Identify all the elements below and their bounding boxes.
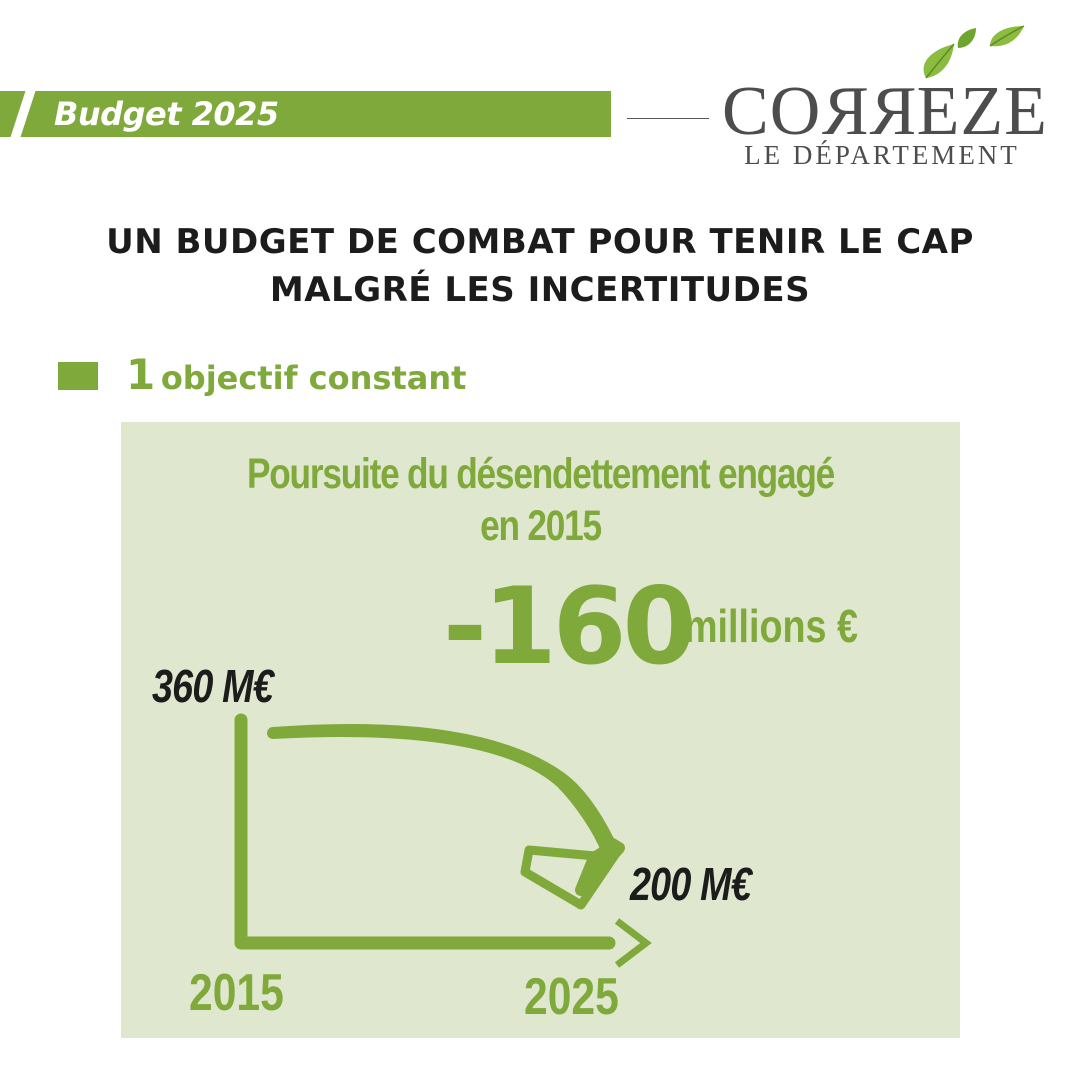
bullet-square <box>58 362 98 390</box>
reduction-unit: millions € <box>684 600 858 652</box>
end-year-label: 2025 <box>524 968 619 1026</box>
objective-heading: 1 objectif constant <box>126 350 466 399</box>
reduction-value: -160 <box>443 565 696 688</box>
debt-graph <box>234 713 652 968</box>
decline-arrow-head <box>520 845 622 910</box>
panel-title-line-1: Poursuite du désendettement engagé <box>246 450 835 498</box>
title-line-1: UN BUDGET DE COMBAT POUR TENIR LE CAP <box>106 222 974 262</box>
debt-panel: Poursuite du désendettement engagé en 20… <box>121 422 960 1038</box>
logo-wordmark: CORREZE <box>722 72 1047 152</box>
logo-subtitle: LE DÉPARTEMENT <box>744 140 1020 170</box>
leaves-icon <box>923 25 1025 79</box>
title-line-2: MALGRÉ LES INCERTITUDES <box>269 270 811 310</box>
page-title: UN BUDGET DE COMBAT POUR TENIR LE CAP MA… <box>60 218 1020 314</box>
axes-line <box>234 713 616 950</box>
objective-label: objectif constant <box>160 359 467 397</box>
end-debt-value: 200 M€ <box>630 858 752 910</box>
start-year-label: 2015 <box>189 964 284 1022</box>
panel-title-line-2: en 2015 <box>480 502 602 550</box>
objective-number: 1 <box>126 350 156 399</box>
start-debt-value: 360 M€ <box>152 660 274 712</box>
axis-arrowhead <box>614 918 652 968</box>
logo-part-end: EZE <box>916 73 1048 150</box>
budget-banner <box>0 91 611 137</box>
logo-divider <box>627 118 709 119</box>
budget-badge: Budget 2025 <box>54 95 279 133</box>
decline-arrow <box>267 724 625 896</box>
panel-title: Poursuite du désendettement engagé en 20… <box>197 448 885 552</box>
logo-part-start: CO <box>722 73 822 150</box>
